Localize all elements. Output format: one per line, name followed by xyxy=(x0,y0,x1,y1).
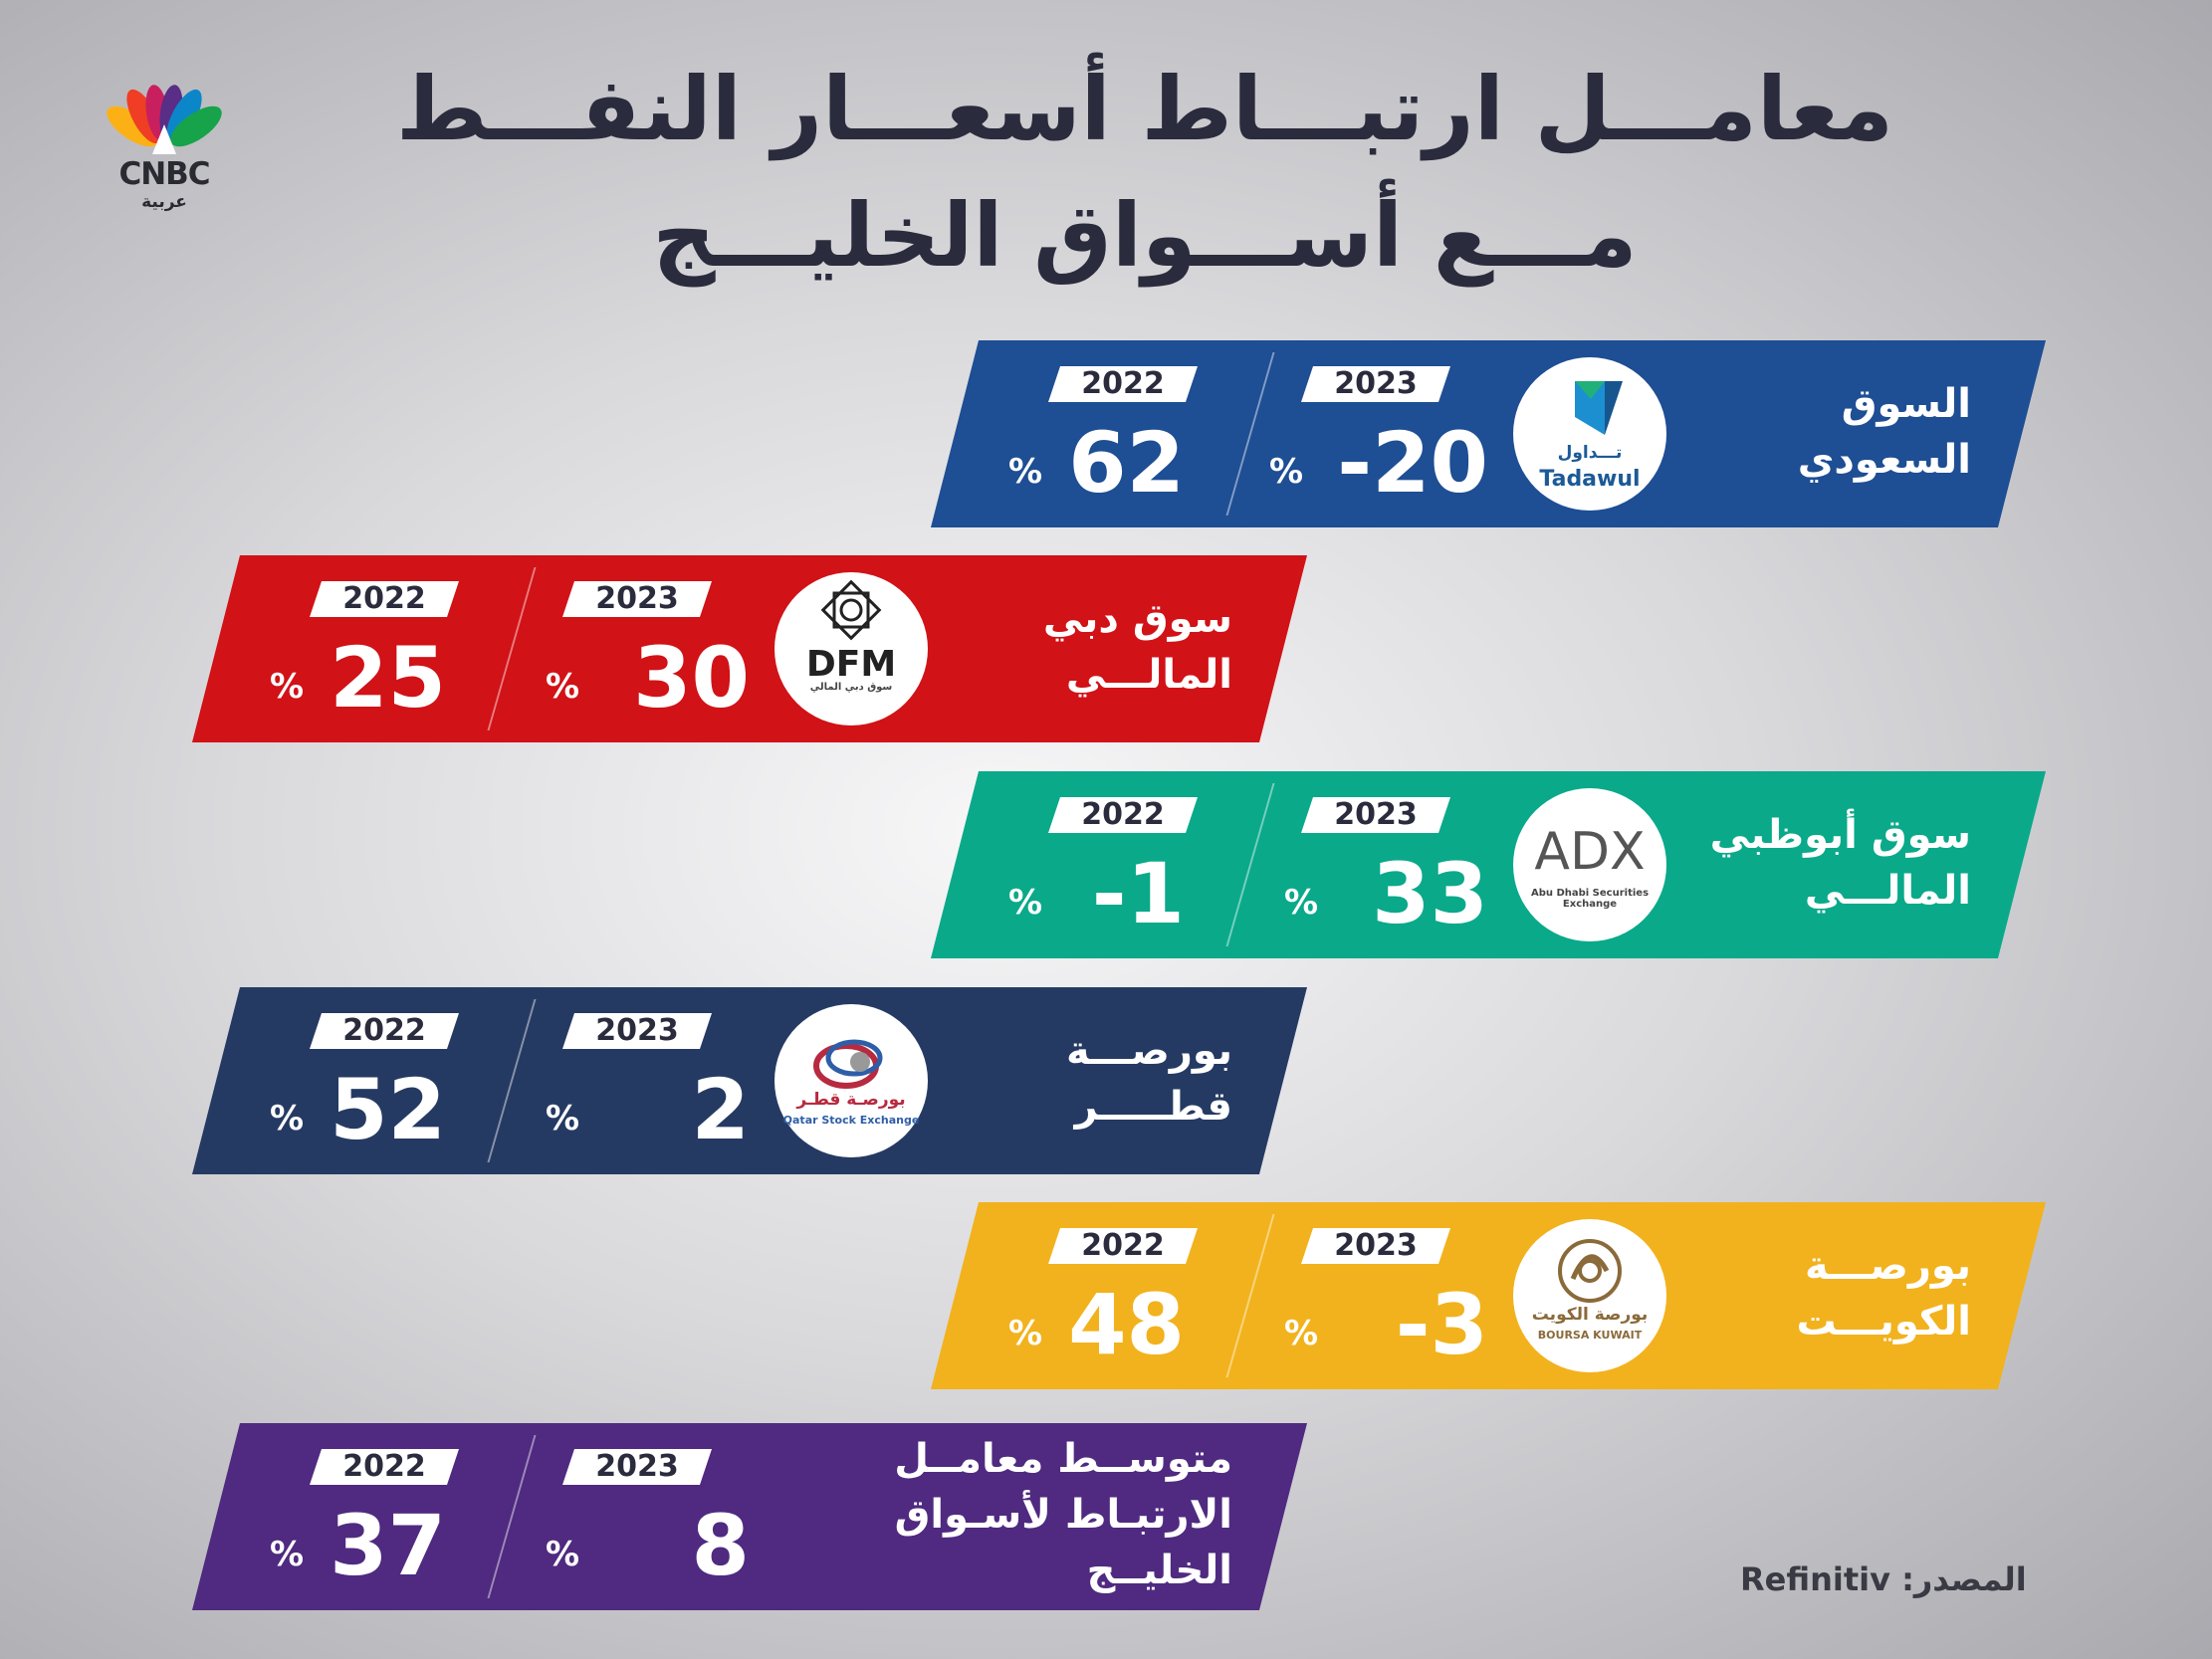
emblem-label-secondary: Qatar Stock Exchange xyxy=(782,1114,920,1127)
value-2022: 52 xyxy=(330,1061,446,1158)
year-2022-badge: 2022 xyxy=(1048,797,1198,833)
dfm-emblem: DFM سوق دبي المالي xyxy=(774,572,928,726)
dfm-logo-mark xyxy=(820,579,882,641)
market-name-line: الكويـــت xyxy=(1796,1299,1971,1345)
emblem-label-primary: DFM xyxy=(805,644,897,685)
market-name-line: سوق دبي xyxy=(1042,596,1232,642)
market-name-line: الخليــج xyxy=(1086,1548,1232,1593)
value-2023: 8 xyxy=(691,1497,750,1594)
market-row-saudi: السوق السعودي تـــداول Tadawul 2023 -20% 2022 6… xyxy=(931,340,2046,527)
market-row-kuwait: بورصـــة الكويـــت بورصة الكويت BOURSA KUWA… xyxy=(931,1202,2046,1389)
percent-sign-2023: % xyxy=(546,1099,580,1139)
market-name-line: بورصـــة xyxy=(1804,1243,1971,1289)
cnbc-arabia-logo: CNBC عربية xyxy=(95,85,239,212)
percent-sign-2023: % xyxy=(1269,452,1304,492)
emblem-label-primary: بورصـة قطـر xyxy=(796,1090,906,1110)
market-name-line: المالـــي xyxy=(1065,652,1232,698)
percent-sign-2023: % xyxy=(1284,1314,1319,1353)
market-name: السوق السعودي xyxy=(1798,376,1971,488)
tadawul-logo-mark xyxy=(1575,381,1623,435)
market-name-line: بورصـــة xyxy=(1065,1028,1232,1074)
market-name-line: السعودي xyxy=(1797,437,1971,483)
emblem-label-secondary: سوق دبي المالي xyxy=(809,682,893,693)
percent-sign-2022: % xyxy=(270,667,305,707)
boursa-kuwait-emblem: بورصة الكويت BOURSA KUWAIT xyxy=(1513,1219,1666,1372)
market-row-abudhabi: سوق أبوظبي المالـــي ADX Abu Dhabi Securiti… xyxy=(931,771,2046,958)
row-background xyxy=(192,1423,1307,1610)
row-background xyxy=(192,987,1307,1174)
percent-sign-2022: % xyxy=(270,1535,305,1574)
value-2023: -20 xyxy=(1337,414,1488,512)
value-2023: 30 xyxy=(633,629,750,726)
market-name-line: السوق xyxy=(1841,381,1971,427)
page-title-line1: معامـــل ارتبـــاط أسعـــار النفـــط xyxy=(395,58,1894,160)
market-name: بورصـــة الكويـــت xyxy=(1797,1238,1971,1349)
market-name-line: المالـــي xyxy=(1804,868,1971,914)
market-name: سوق أبوظبي المالـــي xyxy=(1710,807,1971,919)
page-title-line2: مـــع أســـواق الخليـــج xyxy=(652,184,1638,287)
adx-emblem: ADX Abu Dhabi Securities Exchange xyxy=(1513,788,1666,941)
boursa-kuwait-logo-mark xyxy=(1558,1239,1622,1303)
emblem-label-secondary: Abu Dhabi Securities Exchange xyxy=(1530,888,1650,910)
year-2023-badge: 2023 xyxy=(1301,366,1450,402)
year-2023-badge: 2023 xyxy=(562,1013,712,1049)
value-2023: 2 xyxy=(691,1061,750,1158)
year-2022-badge: 2022 xyxy=(310,1013,459,1049)
market-name-line: متوســط معامــل xyxy=(894,1436,1232,1482)
market-row-dubai: سوق دبي المالـــي DFM سوق دبي المالي 2023 30%… xyxy=(192,555,1307,742)
market-row-qatar: بورصـــة قطـــــر بورصـة قطـر Qatar Stock E… xyxy=(192,987,1307,1174)
value-2022: 62 xyxy=(1068,414,1185,512)
row-background xyxy=(931,1202,2046,1389)
cnbc-wordmark: CNBC xyxy=(118,156,210,192)
year-2023-badge: 2023 xyxy=(562,1449,712,1485)
row-background xyxy=(192,555,1307,742)
percent-sign-2022: % xyxy=(270,1099,305,1139)
arabia-wordmark: عربية xyxy=(141,192,187,212)
percent-sign-2022: % xyxy=(1008,1314,1043,1353)
percent-sign-2022: % xyxy=(1008,452,1043,492)
year-2022-badge: 2022 xyxy=(310,1449,459,1485)
market-name-line: قطـــــر xyxy=(1074,1084,1232,1130)
peacock-icon xyxy=(107,85,222,154)
row-background xyxy=(931,771,2046,958)
qatar-exchange-logo-mark xyxy=(813,1039,883,1089)
value-2022: -1 xyxy=(1091,845,1185,942)
emblem-label-secondary: Tadawul xyxy=(1539,467,1641,492)
value-2022: 37 xyxy=(330,1497,446,1594)
value-2023: 33 xyxy=(1372,845,1488,942)
emblem-label-primary: ADX xyxy=(1534,822,1646,882)
year-2022-badge: 2022 xyxy=(310,581,459,617)
year-2023-badge: 2023 xyxy=(1301,1228,1450,1264)
percent-sign-2023: % xyxy=(546,1535,580,1574)
year-2022-badge: 2022 xyxy=(1048,366,1198,402)
year-2023-badge: 2023 xyxy=(1301,797,1450,833)
emblem-label-secondary: BOURSA KUWAIT xyxy=(1537,1329,1643,1342)
year-2023-badge: 2023 xyxy=(562,581,712,617)
market-name-line: سوق أبوظبي xyxy=(1709,812,1971,858)
emblem-label-primary: بورصة الكويت xyxy=(1531,1305,1649,1325)
market-name: سوق دبي المالـــي xyxy=(1043,591,1232,703)
percent-sign-2023: % xyxy=(1284,883,1319,923)
value-2022: 25 xyxy=(330,629,446,726)
percent-sign-2023: % xyxy=(546,667,580,707)
percent-sign-2022: % xyxy=(1008,883,1043,923)
market-name: متوســط معامــل الارتبـاط لأسـواق الخليــج xyxy=(894,1431,1232,1598)
qatar-exchange-emblem: بورصـة قطـر Qatar Stock Exchange xyxy=(774,1004,928,1157)
market-row-average: متوســط معامــل الارتبـاط لأسـواق الخليــج… xyxy=(192,1423,1307,1610)
row-background xyxy=(931,340,2046,527)
market-name-line: الارتبـاط لأسـواق xyxy=(894,1492,1232,1538)
emblem-label-primary: تـــداول xyxy=(1557,443,1623,463)
market-name: بورصـــة قطـــــر xyxy=(1066,1023,1232,1135)
year-2022-badge: 2022 xyxy=(1048,1228,1198,1264)
tadawul-emblem: تـــداول Tadawul xyxy=(1513,357,1666,511)
source-note: المصدر: Refinitiv xyxy=(1740,1560,2027,1598)
value-2023: -3 xyxy=(1395,1276,1488,1373)
value-2022: 48 xyxy=(1068,1276,1185,1373)
